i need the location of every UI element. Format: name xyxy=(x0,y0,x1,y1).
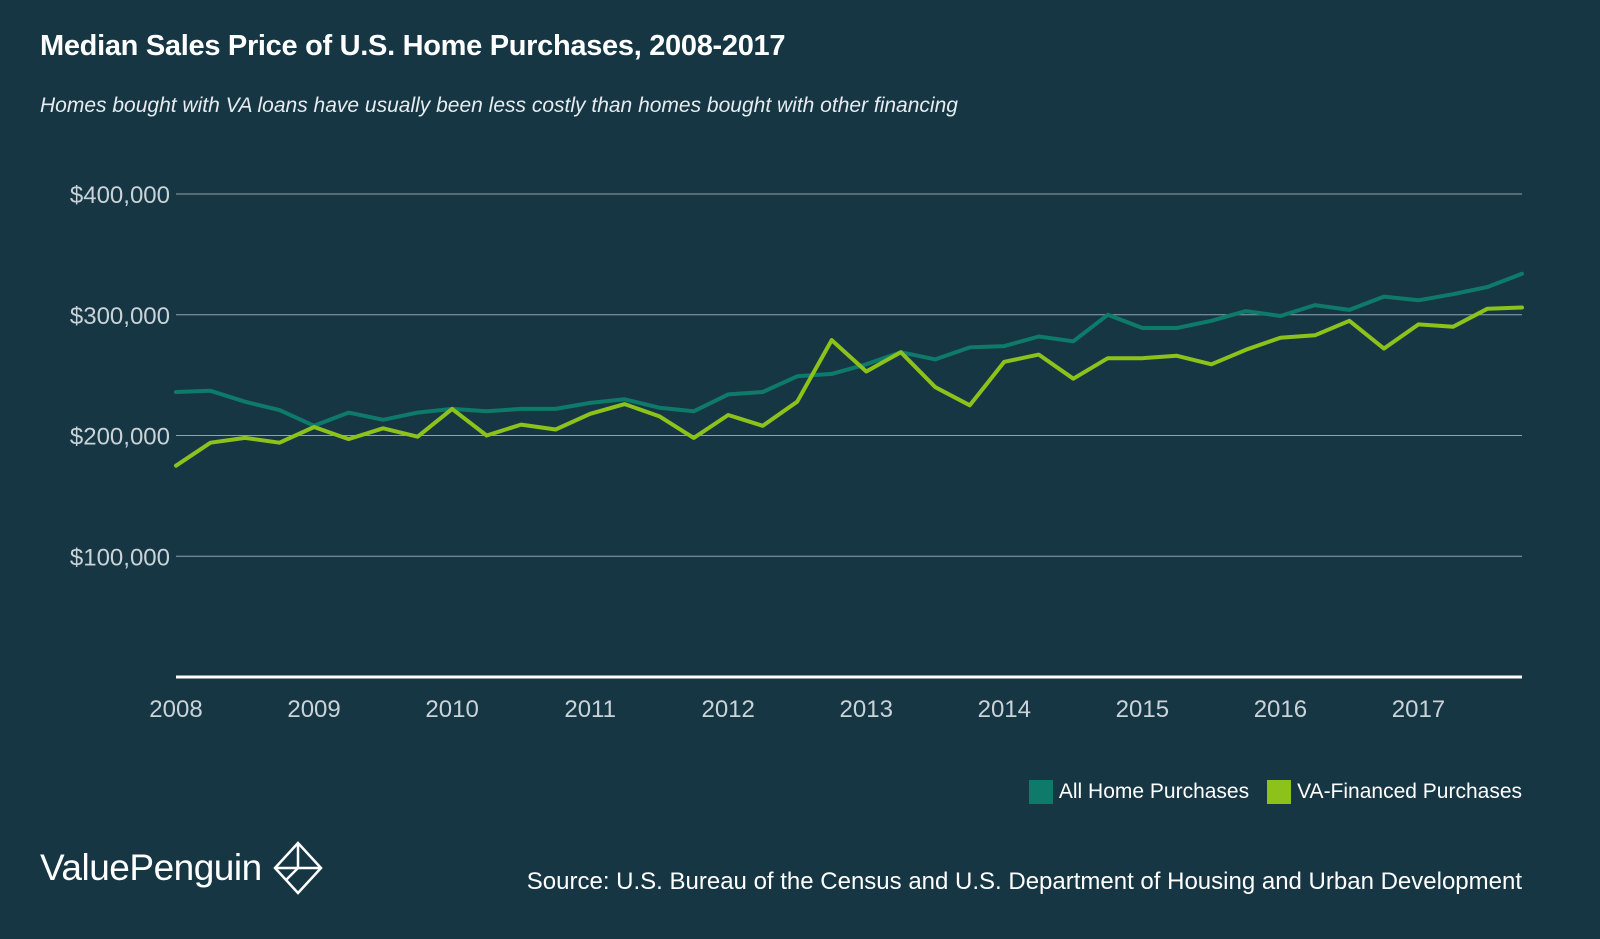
x-tick-label: 2016 xyxy=(1254,696,1307,723)
penguin-diamond-icon xyxy=(272,841,323,895)
chart-subtitle: Homes bought with VA loans have usually … xyxy=(40,94,958,117)
x-tick-label: 2017 xyxy=(1392,696,1445,723)
y-tick-label: $200,000 xyxy=(70,424,170,451)
x-tick-label: 2009 xyxy=(287,696,340,723)
source-note: Source: U.S. Bureau of the Census and U.… xyxy=(526,868,1522,895)
brand-logo: ValuePenguin xyxy=(40,840,324,896)
legend-swatch-va-financed-purchases xyxy=(1267,780,1292,804)
brand-name: ValuePenguin xyxy=(40,847,262,888)
legend-label-va-financed-purchases: VA-Financed Purchases xyxy=(1297,780,1522,803)
chart-title: Median Sales Price of U.S. Home Purchase… xyxy=(40,30,786,62)
x-tick-label: 2015 xyxy=(1116,696,1169,723)
series-line-va-financed-purchases xyxy=(174,305,1524,468)
x-tick-label: 2008 xyxy=(149,696,202,723)
y-tick-label: $400,000 xyxy=(70,182,170,209)
x-tick-label: 2011 xyxy=(564,696,616,723)
legend-item-all-home-purchases: All Home Purchases xyxy=(1028,780,1250,804)
legend-label-all-home-purchases: All Home Purchases xyxy=(1058,780,1250,803)
chart-legend: All Home Purchases VA-Financed Purchases xyxy=(1028,780,1522,804)
x-tick-label: 2012 xyxy=(702,696,755,723)
legend-item-va-financed-purchases: VA-Financed Purchases xyxy=(1267,780,1522,804)
x-tick-label: 2013 xyxy=(840,696,893,723)
x-tick-label: 2014 xyxy=(978,696,1031,723)
y-tick-label: $100,000 xyxy=(70,544,170,571)
y-tick-label: $300,000 xyxy=(70,303,170,330)
series-line-all-home-purchases xyxy=(174,271,1524,428)
legend-swatch-all-home-purchases xyxy=(1028,780,1053,804)
x-tick-label: 2010 xyxy=(425,696,478,723)
